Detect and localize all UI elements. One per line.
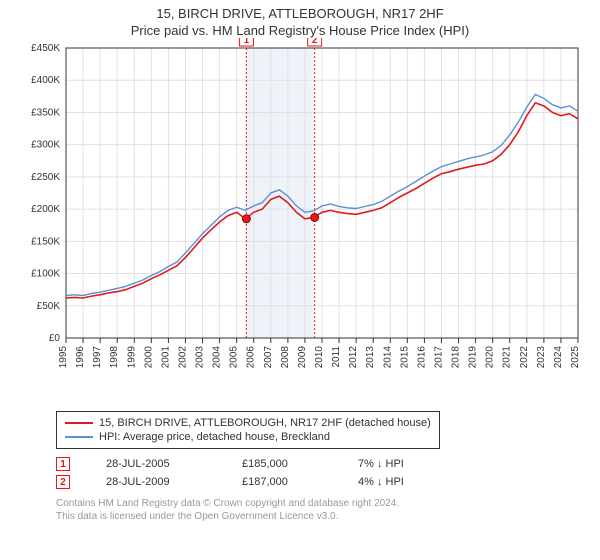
x-tick-label: 2001 [160, 346, 171, 369]
x-tick-label: 1995 [58, 346, 69, 369]
footer-line: Contains HM Land Registry data © Crown c… [56, 497, 600, 510]
y-tick-label: £150K [31, 236, 60, 247]
x-tick-label: 2022 [519, 346, 530, 369]
x-tick-label: 2023 [536, 346, 547, 369]
y-tick-label: £450K [31, 43, 60, 54]
marker-record-price: £187,000 [242, 476, 322, 488]
marker-record-row: 1 28-JUL-2005 £185,000 7% ↓ HPI [56, 455, 600, 473]
y-tick-label: £100K [31, 269, 60, 280]
x-tick-label: 2013 [365, 346, 376, 369]
legend-swatch [65, 436, 93, 438]
x-tick-label: 2005 [229, 346, 240, 369]
x-tick-label: 2007 [263, 346, 274, 369]
x-tick-label: 2002 [177, 346, 188, 369]
sale-point [311, 213, 319, 221]
y-tick-label: £0 [49, 333, 61, 344]
y-tick-label: £200K [31, 204, 60, 215]
x-tick-label: 2003 [195, 346, 206, 369]
x-tick-label: 2009 [297, 346, 308, 369]
x-tick-label: 2019 [468, 346, 479, 369]
marker-record-date: 28-JUL-2005 [106, 458, 206, 470]
legend-box: 15, BIRCH DRIVE, ATTLEBOROUGH, NR17 2HF … [56, 411, 440, 449]
legend-swatch [65, 422, 93, 424]
chart-area: £0 £50K £100K £150K £200K £250K £300K £350K £400… [10, 38, 590, 403]
x-tick-label: 2015 [399, 346, 410, 369]
marker-record-row: 2 28-JUL-2009 £187,000 4% ↓ HPI [56, 473, 600, 491]
chart-container: 15, BIRCH DRIVE, ATTLEBOROUGH, NR17 2HF … [0, 0, 600, 523]
sale-point [242, 215, 250, 223]
legend-label: 15, BIRCH DRIVE, ATTLEBOROUGH, NR17 2HF … [99, 417, 431, 429]
x-tick-label: 2011 [331, 346, 342, 368]
y-tick-label: £50K [37, 301, 61, 312]
legend-row: 15, BIRCH DRIVE, ATTLEBOROUGH, NR17 2HF … [65, 416, 431, 430]
marker-record-badge: 2 [56, 475, 70, 489]
x-tick-label: 1997 [92, 346, 103, 369]
x-tick-label: 2017 [433, 346, 444, 369]
title-line-1: 15, BIRCH DRIVE, ATTLEBOROUGH, NR17 2HF [0, 6, 600, 21]
marker-record-price: £185,000 [242, 458, 322, 470]
x-tick-label: 2010 [314, 346, 325, 369]
footer-line: This data is licensed under the Open Gov… [56, 510, 600, 523]
price-chart-svg: £0 £50K £100K £150K £200K £250K £300K £350K £400… [10, 38, 590, 398]
footer-note: Contains HM Land Registry data © Crown c… [56, 497, 600, 523]
marker-table: 1 28-JUL-2005 £185,000 7% ↓ HPI 2 28-JUL-2009… [56, 455, 600, 491]
y-tick-label: £400K [31, 75, 60, 86]
y-tick-label: £350K [31, 107, 60, 118]
title-line-2: Price paid vs. HM Land Registry's House … [0, 23, 600, 38]
marker-record-delta: 7% ↓ HPI [358, 458, 438, 470]
x-tick-label: 2008 [280, 346, 291, 369]
x-tick-label: 2016 [416, 346, 427, 369]
x-tick-label: 1996 [75, 346, 86, 369]
x-tick-label: 2020 [485, 346, 496, 369]
x-tick-label: 2025 [570, 346, 581, 369]
x-tick-label: 2024 [553, 346, 564, 369]
x-tick-label: 2018 [451, 346, 462, 369]
chart-titles: 15, BIRCH DRIVE, ATTLEBOROUGH, NR17 2HF … [0, 0, 600, 38]
x-tick-label: 2004 [212, 346, 223, 369]
x-tick-label: 2012 [348, 346, 359, 369]
marker-record-date: 28-JUL-2009 [106, 476, 206, 488]
legend-row: HPI: Average price, detached house, Brec… [65, 430, 431, 444]
x-tick-label: 2021 [502, 346, 513, 369]
y-tick-label: £250K [31, 172, 60, 183]
marker-badge-text: 2 [312, 38, 318, 46]
marker-record-badge: 1 [56, 457, 70, 471]
x-tick-label: 2000 [143, 346, 154, 369]
shaded-band [245, 48, 313, 338]
y-tick-label: £300K [31, 140, 60, 151]
marker-record-delta: 4% ↓ HPI [358, 476, 438, 488]
x-tick-label: 2006 [246, 346, 257, 369]
x-tick-label: 1998 [109, 346, 120, 369]
x-tick-label: 1999 [126, 346, 137, 369]
x-tick-label: 2014 [382, 346, 393, 369]
legend-label: HPI: Average price, detached house, Brec… [99, 431, 330, 443]
marker-badge-text: 1 [244, 38, 250, 46]
